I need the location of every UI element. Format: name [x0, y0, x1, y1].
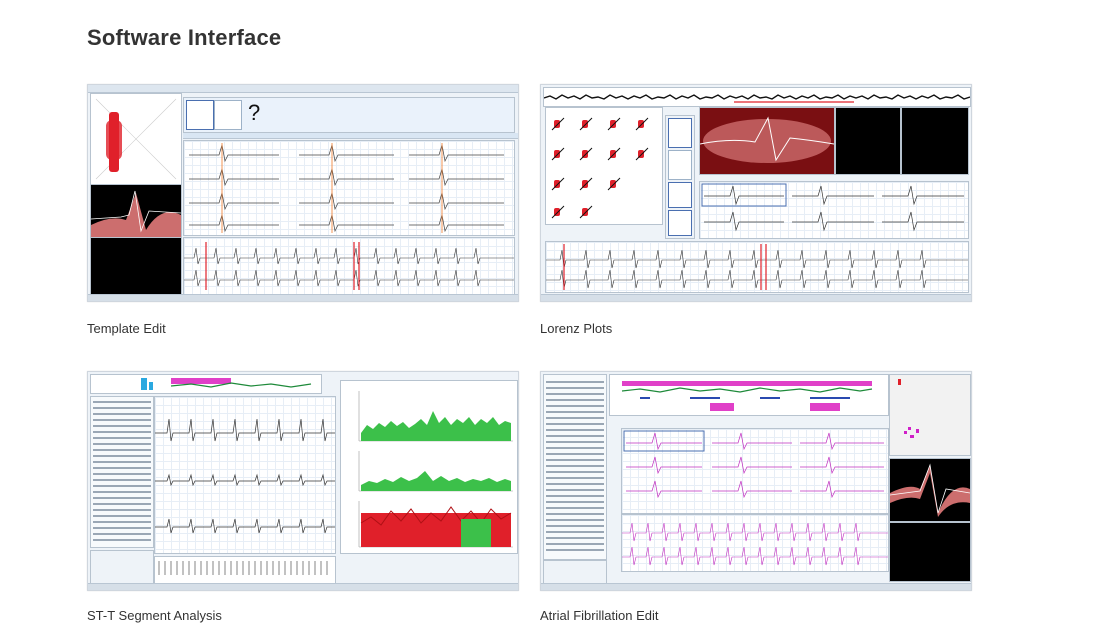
beat-grid — [621, 428, 889, 514]
scatter-plot-pane — [889, 374, 971, 456]
ecg-lead-panel — [154, 396, 336, 554]
card-st-t-analysis[interactable]: ST-T Segment Analysis — [87, 371, 519, 631]
st-t-analysis-screenshot[interactable] — [87, 371, 519, 591]
template-edit-screenshot[interactable]: ? — [87, 84, 519, 302]
card-lorenz-plots[interactable]: Lorenz Plots — [540, 84, 972, 344]
card-af-edit[interactable]: Atrial Fibrillation Edit — [540, 371, 972, 631]
template-overlay-pane — [889, 458, 971, 522]
template-column — [665, 115, 695, 239]
episode-list — [543, 374, 607, 560]
episode-list — [90, 396, 154, 548]
beat-comparison-grid — [699, 181, 969, 239]
af-edit-screenshot[interactable] — [540, 371, 972, 591]
trend-overview — [90, 374, 322, 394]
empty-black-pane — [889, 522, 971, 582]
lorenz-plots-screenshot[interactable] — [540, 84, 972, 302]
card-caption: Template Edit — [87, 321, 166, 336]
card-caption: ST-T Segment Analysis — [87, 608, 222, 623]
ecg-strip — [183, 237, 515, 295]
page-title: Software Interface — [87, 25, 282, 50]
template-overlay-pane — [90, 184, 182, 238]
density-plot — [699, 107, 835, 175]
card-template-edit[interactable]: ? — [87, 84, 519, 344]
card-caption: Lorenz Plots — [540, 321, 613, 336]
black-pane-2 — [901, 107, 969, 175]
template-thumbnails: ? — [183, 97, 515, 133]
st-trend-panel — [340, 380, 518, 554]
black-pane-1 — [835, 107, 901, 175]
card-caption: Atrial Fibrillation Edit — [540, 608, 659, 623]
empty-black-pane — [90, 237, 182, 296]
scatter-plot-pane — [90, 93, 182, 185]
trend-overview — [609, 374, 889, 416]
trend-overview — [543, 87, 971, 107]
unknown-template-icon[interactable]: ? — [248, 100, 261, 125]
ecg-strip — [545, 241, 969, 293]
action-buttons — [90, 550, 154, 584]
beat-list-grid — [183, 140, 515, 236]
lorenz-thumbnail-grid — [545, 107, 663, 225]
rr-strip — [154, 556, 336, 584]
action-buttons — [543, 560, 607, 584]
ecg-strip — [621, 514, 889, 572]
